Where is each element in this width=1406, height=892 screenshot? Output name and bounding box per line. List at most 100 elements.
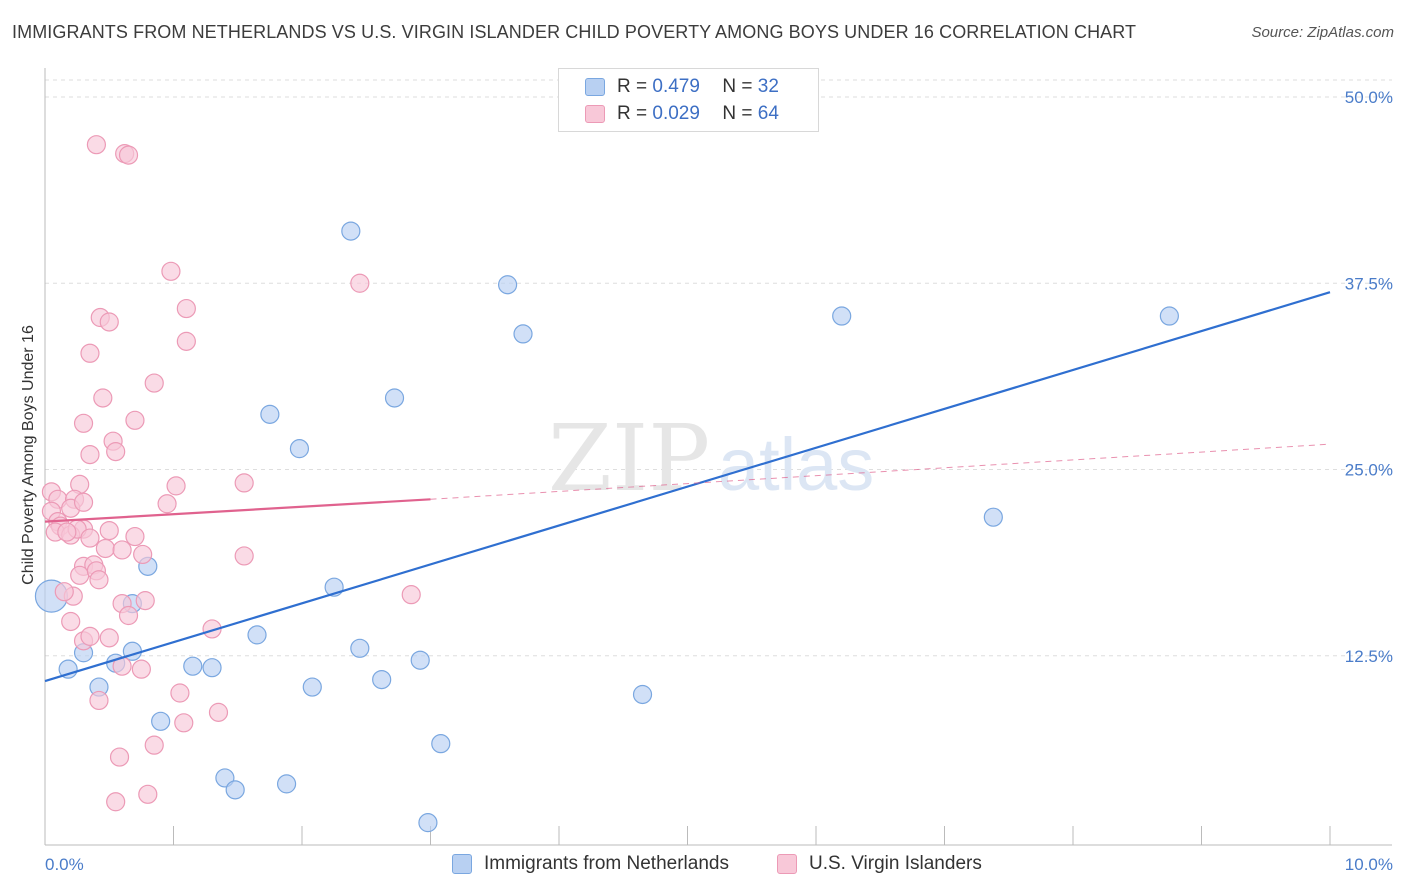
- x-tick-label-min: 0.0%: [45, 855, 84, 874]
- virgin-islander-point: [73, 413, 94, 433]
- netherlands-point: [431, 734, 451, 754]
- virgin-islander-point: [144, 373, 164, 393]
- virgin-islander-point: [161, 261, 181, 281]
- y-tick-label: 37.5%: [1345, 274, 1393, 293]
- netherlands-point: [183, 656, 203, 676]
- data-points: [34, 135, 1179, 833]
- virgin-islander-point: [99, 520, 119, 541]
- virgin-islander-point: [176, 298, 196, 319]
- virgin-islander-point: [135, 591, 155, 611]
- virgin-islander-point: [112, 540, 132, 560]
- virgin-islander-point: [234, 473, 254, 493]
- legend-n-value: 64: [757, 103, 779, 124]
- virgin-islander-point: [133, 544, 153, 565]
- legend-r-label: R =: [617, 103, 648, 124]
- virgin-islander-point: [89, 570, 109, 590]
- axes: [44, 68, 1392, 846]
- legend-swatch-blue: [585, 78, 605, 96]
- legend-r-label: R =: [617, 76, 648, 97]
- gridlines: [45, 79, 1392, 657]
- netherlands-point: [513, 324, 533, 344]
- virgin-islander-point: [93, 388, 113, 408]
- virgin-islander-point: [95, 538, 115, 559]
- y-axis-label: Child Poverty Among Boys Under 16: [20, 325, 37, 585]
- virgin-islander-point: [144, 735, 164, 755]
- chart-title: IMMIGRANTS FROM NETHERLANDS VS U.S. VIRG…: [12, 22, 1137, 42]
- virgin-islander-point: [234, 546, 254, 566]
- netherlands-point: [350, 638, 370, 658]
- virgin-islander-point: [89, 690, 109, 711]
- chart-source: Source: ZipAtlas.com: [1251, 24, 1394, 41]
- virgin-islander-point: [99, 628, 119, 648]
- virgin-islander-point: [54, 582, 74, 602]
- netherlands-point: [289, 439, 310, 459]
- virgin-islander-point: [125, 410, 145, 430]
- netherlands-point: [225, 780, 245, 800]
- virgin-islander-point: [61, 611, 81, 632]
- netherlands-point: [276, 774, 297, 794]
- virgin-islander-point: [118, 145, 139, 165]
- virgin-islander-point: [138, 784, 158, 804]
- virgin-islander-point: [118, 605, 139, 626]
- legend-n-label: N =: [722, 76, 753, 97]
- tick-labels: 12.5% 25.0% 37.5% 50.0% 0.0% 10.0%: [45, 88, 1393, 874]
- netherlands-point: [498, 275, 518, 295]
- series-swatch-blue: [452, 854, 472, 874]
- watermark: ZIP atlas: [548, 405, 874, 512]
- watermark-atlas: atlas: [718, 423, 874, 506]
- virgin-islander-point: [109, 747, 130, 767]
- legend-r-value: 0.029: [652, 103, 700, 124]
- netherlands-point: [983, 507, 1003, 527]
- virgin-islander-point: [80, 528, 100, 548]
- virgin-islander-trend-line: [44, 498, 431, 523]
- virgin-islander-point: [99, 312, 119, 332]
- legend-r-value: 0.479: [652, 76, 700, 97]
- netherlands-point: [372, 669, 392, 690]
- series-legend-netherlands: Immigrants from Netherlands: [452, 851, 729, 877]
- virgin-islander-point: [106, 792, 126, 812]
- trend-lines: [44, 291, 1331, 683]
- y-tick-label: 12.5%: [1345, 647, 1393, 666]
- netherlands-point: [247, 625, 267, 645]
- netherlands-point: [341, 221, 361, 241]
- virgin-islander-point: [208, 702, 229, 722]
- series-legend-virgin-islanders: U.S. Virgin Islanders: [777, 851, 982, 877]
- virgin-islander-point: [174, 713, 194, 733]
- netherlands-point: [1159, 306, 1179, 326]
- watermark-zip: ZIP: [548, 405, 710, 512]
- y-tick-label: 25.0%: [1345, 461, 1393, 480]
- virgin-islander-point: [350, 273, 370, 293]
- netherlands-point: [384, 388, 405, 408]
- virgin-islander-point: [57, 522, 77, 542]
- legend-swatch-pink: [585, 105, 605, 123]
- virgin-islander-point: [70, 565, 90, 585]
- virgin-islander-point: [125, 526, 145, 547]
- virgin-islander-point: [86, 135, 107, 155]
- legend-row-netherlands: R = 0.479 N = 32: [585, 74, 779, 100]
- virgin-islander-trend-extension: [430, 443, 1331, 500]
- correlation-legend: R = 0.479 N = 32 R = 0.029 N = 64: [558, 68, 819, 132]
- netherlands-point: [410, 650, 430, 670]
- virgin-islander-point: [166, 476, 186, 496]
- virgin-islander-point: [80, 445, 100, 465]
- virgin-islander-point: [106, 442, 126, 462]
- netherlands-point: [418, 813, 438, 833]
- netherlands-trend-line: [44, 291, 1331, 683]
- netherlands-point: [632, 684, 653, 705]
- series-name: U.S. Virgin Islanders: [809, 853, 982, 874]
- netherlands-point: [151, 711, 171, 731]
- netherlands-point: [832, 306, 852, 326]
- y-tick-label: 50.0%: [1345, 88, 1393, 107]
- virgin-islander-point: [80, 343, 100, 363]
- virgin-islander-point: [80, 626, 100, 646]
- netherlands-point: [202, 658, 222, 678]
- series-swatch-pink: [777, 854, 797, 874]
- netherlands-point: [302, 677, 322, 697]
- virgin-islander-point: [176, 331, 196, 351]
- virgin-islander-point: [157, 494, 177, 514]
- virgin-islander-point: [73, 492, 94, 512]
- virgin-islander-point: [131, 659, 151, 679]
- legend-n-value: 32: [757, 76, 779, 97]
- netherlands-point: [260, 404, 280, 424]
